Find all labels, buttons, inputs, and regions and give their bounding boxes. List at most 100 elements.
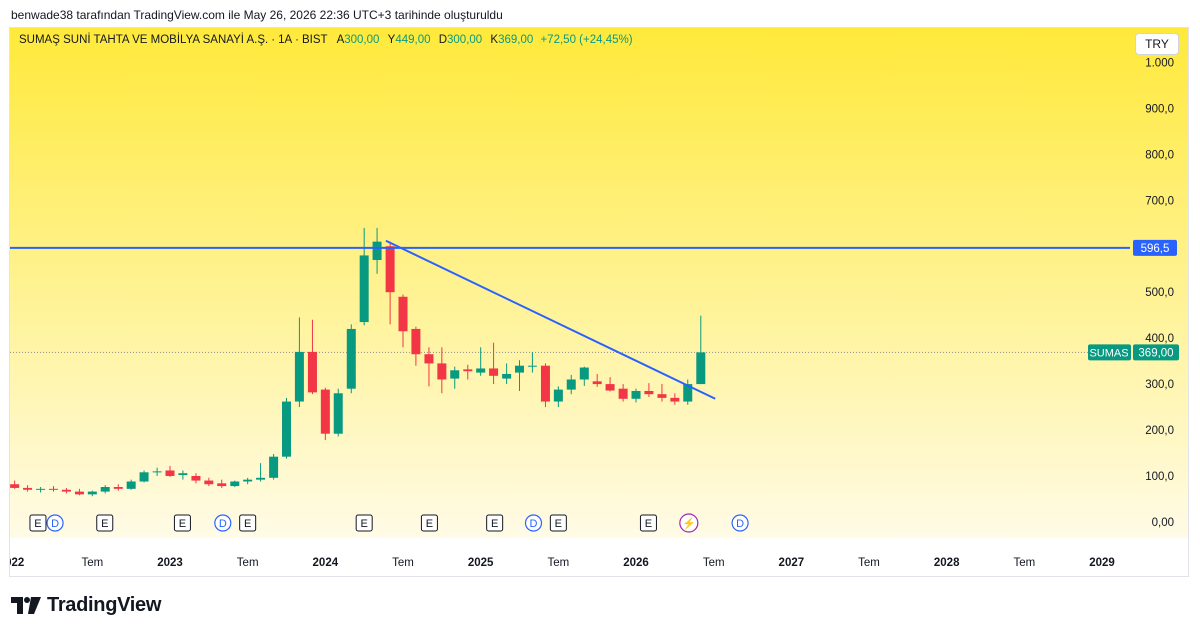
dividend-marker[interactable]: D	[46, 514, 64, 532]
candle[interactable]	[126, 479, 136, 490]
chart-frame[interactable]: E D E E D E E E E D E E ⚡ D 0,00 100,0 200,0 300,0 400,0 5…	[9, 27, 1189, 577]
earnings-marker[interactable]: E	[355, 514, 373, 532]
candle[interactable]	[631, 388, 641, 403]
earnings-marker[interactable]: E	[486, 514, 504, 532]
candle[interactable]	[515, 360, 525, 391]
earnings-marker-box	[239, 514, 257, 532]
price-axis: 0,00 100,0 200,0 300,0 400,0 500,0 700,0 800,0 9…	[1145, 57, 1174, 528]
candle[interactable]	[282, 397, 292, 459]
earnings-marker-box	[355, 514, 373, 532]
candle[interactable]	[346, 324, 356, 394]
candle[interactable]	[527, 351, 537, 373]
split-marker[interactable]: ⚡	[679, 513, 699, 533]
candle-body	[683, 384, 693, 402]
earnings-marker[interactable]: E	[420, 514, 438, 532]
price-chart[interactable]: E D E E D E E E E D E E ⚡ D 0,00100,0200,0300,0400,05…	[10, 28, 1189, 577]
dividend-marker[interactable]: D	[731, 514, 749, 532]
candle[interactable]	[592, 373, 602, 387]
candle[interactable]	[256, 463, 266, 482]
candle[interactable]	[165, 465, 175, 477]
candle[interactable]	[36, 487, 46, 493]
symbol-legend: SUMAŞ SUNİ TAHTA VE MOBİLYA SANAYİ A.Ş. ·…	[19, 34, 633, 46]
candle[interactable]	[618, 384, 628, 402]
earnings-marker[interactable]: E	[29, 514, 47, 532]
candle-body	[48, 488, 58, 490]
candle[interactable]	[372, 227, 382, 274]
candle[interactable]	[333, 388, 343, 437]
candle[interactable]	[87, 490, 97, 497]
candle[interactable]	[320, 387, 330, 441]
candle-body	[294, 351, 304, 402]
candle[interactable]	[113, 484, 123, 491]
candle[interactable]	[23, 485, 33, 492]
candle[interactable]	[579, 366, 589, 386]
candle[interactable]	[139, 470, 149, 483]
candle[interactable]	[566, 374, 576, 395]
candle[interactable]	[230, 480, 240, 487]
candle[interactable]	[294, 317, 304, 408]
candle[interactable]	[489, 342, 499, 385]
price-axis-background[interactable]	[10, 538, 1189, 577]
earnings-marker-box	[486, 514, 504, 532]
x-tick-label: Tem	[1014, 557, 1036, 569]
candle[interactable]	[540, 363, 550, 408]
earnings-marker-label: E	[426, 518, 433, 530]
candle[interactable]	[217, 479, 227, 488]
candle-body	[644, 390, 654, 395]
candle[interactable]	[359, 227, 369, 326]
ohlc-close: K369,00	[490, 34, 534, 46]
candle-body	[126, 481, 136, 489]
earnings-marker[interactable]: E	[96, 514, 114, 532]
last-price-tag[interactable]: SUMAS 369,00	[1088, 344, 1179, 361]
candle[interactable]	[10, 480, 20, 489]
candle[interactable]	[644, 383, 654, 397]
candle[interactable]	[476, 347, 486, 376]
candle[interactable]	[696, 315, 706, 385]
candle[interactable]	[670, 393, 680, 405]
earnings-marker-box	[173, 514, 191, 532]
candle[interactable]	[307, 319, 317, 395]
candle[interactable]	[152, 467, 162, 476]
currency-button[interactable]: TRY	[1135, 33, 1179, 55]
candle[interactable]	[178, 470, 188, 480]
resistance-price-tag[interactable]: 596,5	[1133, 239, 1177, 256]
candle-body	[670, 397, 680, 402]
symbol-name[interactable]: SUMAŞ SUNİ TAHTA VE MOBİLYA SANAYİ A.Ş.	[19, 34, 269, 46]
candle[interactable]	[269, 453, 279, 480]
candle[interactable]	[437, 347, 447, 394]
candle-body	[372, 241, 382, 261]
candle[interactable]	[243, 477, 253, 485]
earnings-marker-label: E	[491, 518, 498, 530]
dividend-marker[interactable]: D	[524, 514, 543, 532]
tradingview-logo[interactable]: TradingView	[11, 594, 161, 617]
candle[interactable]	[74, 488, 84, 496]
trendline[interactable]	[385, 239, 716, 400]
earnings-marker[interactable]: E	[549, 514, 567, 532]
earnings-marker[interactable]: E	[173, 514, 191, 532]
earnings-marker[interactable]: E	[639, 514, 657, 532]
candle[interactable]	[553, 386, 563, 408]
y-tick-label: 100,0	[1145, 471, 1174, 483]
candle[interactable]	[191, 473, 201, 484]
candle[interactable]	[450, 366, 460, 389]
candle-body	[269, 456, 279, 478]
candle[interactable]	[385, 241, 395, 325]
x-tick-label: Tem	[392, 557, 414, 569]
split-marker-circle	[679, 513, 699, 533]
candle[interactable]	[683, 379, 693, 405]
chart-caption: benwade38 tarafından TradingView.com ile…	[11, 8, 503, 22]
candle[interactable]	[605, 377, 615, 392]
candle[interactable]	[204, 477, 214, 487]
candle[interactable]	[502, 363, 512, 385]
candle[interactable]	[411, 326, 421, 366]
candle[interactable]	[100, 485, 110, 494]
candle[interactable]	[48, 486, 58, 492]
candle[interactable]	[657, 384, 667, 402]
candle[interactable]	[61, 487, 71, 494]
earnings-marker[interactable]: E	[239, 514, 257, 532]
candle[interactable]	[463, 364, 473, 380]
candle[interactable]	[424, 347, 434, 387]
split-marker-label: ⚡	[682, 517, 696, 530]
dividend-marker[interactable]: D	[214, 514, 232, 532]
candle[interactable]	[398, 294, 408, 348]
